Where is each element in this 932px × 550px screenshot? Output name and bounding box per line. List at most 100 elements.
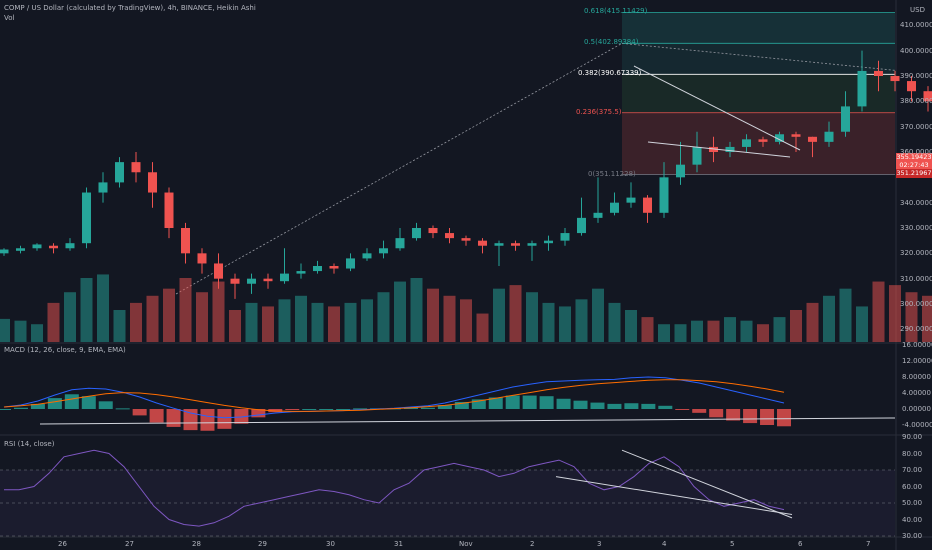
time-tick: 31 [394,540,403,548]
macd-histogram-bar [607,403,622,409]
candle-body [181,228,190,254]
volume-bar [361,299,373,342]
candle-body [296,271,306,274]
candle-body [82,192,91,244]
macd-histogram-bar [30,403,45,409]
rsi-tick: 30.00 [902,532,923,540]
volume-bar [806,302,819,342]
volume-bar [724,317,736,342]
volume-bar [773,317,786,342]
candle-body [709,146,718,152]
candle-body [478,240,487,246]
time-tick: 26 [58,540,67,548]
macd-tick: 16.00000 [902,341,932,349]
time-tick: 30 [326,540,335,548]
volume-bar [922,295,932,342]
volume-bar [31,324,43,342]
candle-body [511,243,520,246]
volume-bar [872,281,885,342]
fib-zone [622,43,895,75]
price-tick: 400.00000 [900,46,932,55]
fib-label: 0.618(415.11429) [584,7,648,16]
candle-body [791,134,801,137]
macd-tick: 12.00000 [902,357,932,365]
candle-body [923,91,932,102]
time-tick: 4 [662,540,667,548]
macd-histogram-bar [98,401,113,409]
volume-bar [14,320,27,342]
volume-bar [790,310,802,342]
macd-tick: 0.00000 [902,405,931,413]
macd-histogram-bar [200,409,215,431]
candle-body [857,70,867,107]
macd-histogram-bar [132,409,147,416]
fib-zone [622,74,895,113]
volume-bar [575,299,588,342]
volume-bar [707,320,720,342]
candle-body [758,139,768,142]
volume-bar [262,306,274,342]
price-tick: 380.00000 [900,97,932,106]
macd-histogram-bar [522,395,537,409]
time-tick: 27 [125,540,134,548]
macd-histogram-bar [743,409,758,424]
macd-tick: 4.00000 [902,389,931,397]
rsi-tick: 90.00 [902,433,923,441]
volume-bar [196,292,208,342]
rsi-tick: 50.00 [902,499,923,507]
volume-bar [823,295,835,342]
volume-bar [179,278,192,342]
time-tick: Nov [459,540,473,548]
candle-body [115,162,124,183]
macd-histogram-bar [336,409,351,410]
price-tick: 290.00000 [900,325,932,334]
macd-histogram-bar [420,407,435,409]
macd-histogram-bar [149,409,164,423]
candle-body [643,197,652,213]
price-tick: 340.00000 [900,198,932,207]
volume-bar [377,292,390,342]
candle-body [775,134,784,142]
candle-body [329,266,339,269]
rsi-trendline-upper [621,449,793,519]
macd-histogram-bar [692,409,707,413]
volume-bar [625,310,637,342]
signal-line [3,379,785,412]
rsi-tick: 70.00 [902,466,923,474]
rsi-tick: 80.00 [902,449,923,458]
candle-body [131,162,141,173]
macd-histogram-bar [454,401,469,409]
volume-bar [839,288,852,342]
candle-body [692,146,702,165]
time-tick: 28 [192,540,201,548]
candle-body [544,240,553,244]
candle-body [742,139,751,147]
price-tag: 351.21967 [896,169,932,178]
macd-line [3,376,785,419]
volume-bar [146,295,159,342]
price-tick: 390.00000 [900,72,932,80]
macd-histogram-bar [403,407,418,409]
volume-bar [542,302,555,342]
vol-label: Vol [4,14,15,22]
volume-bar [212,281,225,342]
candle-body [65,243,75,249]
candle-body [494,243,504,246]
volume-bar [856,306,868,342]
volume-bar [740,320,753,342]
candle-body [263,278,273,282]
macd-histogram-bar [590,402,605,409]
candle-body [49,245,58,249]
rsi-line [4,449,785,527]
macd-histogram-bar [47,398,62,409]
volume-bar [493,288,505,342]
candle-body [874,70,883,76]
volume-bar [328,306,340,342]
price-tick: 360.00000 [900,148,932,156]
macd-histogram-bar [505,395,520,409]
candle-body [626,197,636,203]
volume-bar [344,302,357,342]
candle-body [445,233,454,239]
